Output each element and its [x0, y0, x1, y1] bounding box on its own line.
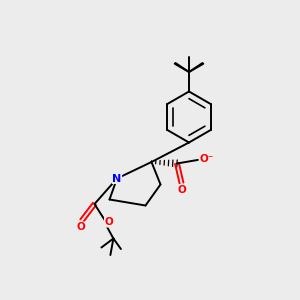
Text: O: O	[178, 184, 187, 195]
Text: O⁻: O⁻	[199, 154, 214, 164]
Text: O: O	[104, 217, 113, 227]
Text: O: O	[77, 222, 86, 232]
Text: N: N	[112, 173, 122, 184]
